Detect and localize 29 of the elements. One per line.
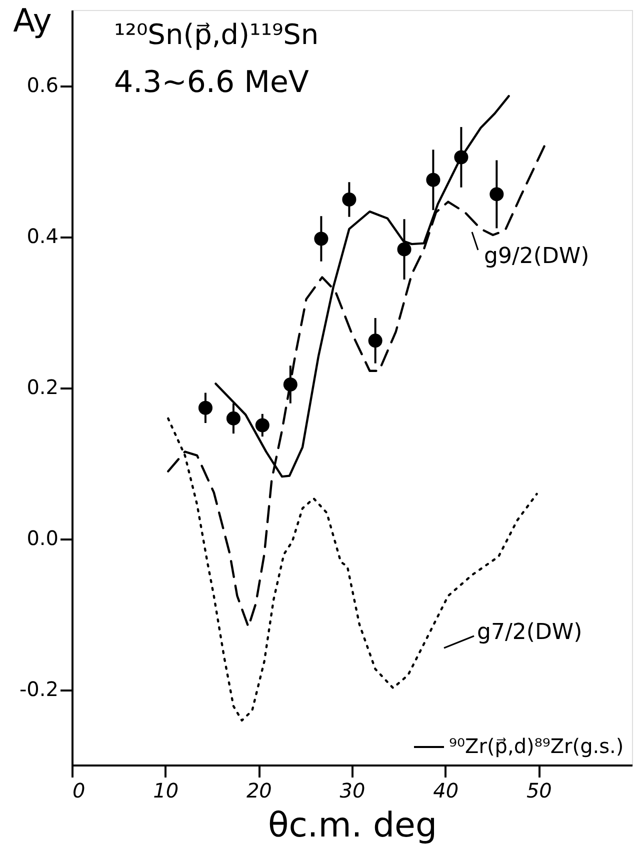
y-tick-label: -0.2: [19, 677, 58, 701]
point: [283, 377, 298, 392]
y-tick-label: 0.4: [26, 224, 58, 248]
point: [426, 172, 440, 187]
y-tick-label: 0.0: [26, 526, 58, 550]
point: [342, 192, 356, 207]
x-tick-label: 10: [153, 778, 179, 802]
point: [198, 400, 212, 415]
point: [454, 150, 468, 164]
text: 4.3~6.6 MeV: [114, 65, 310, 100]
x-tick-label: 50: [526, 778, 552, 802]
x-tick-label: 30: [340, 778, 366, 802]
chart-title: ¹²⁰Sn(p⃗,d)¹¹⁹Sn: [114, 18, 319, 51]
point: [314, 232, 328, 246]
annotation: g7/2(DW): [477, 620, 582, 645]
y-axis-title: Ay: [13, 2, 52, 40]
point: [368, 334, 382, 348]
annotation: g9/2(DW): [484, 244, 590, 269]
y-tick-label: 0.6: [26, 73, 58, 97]
legend-label: ⁹⁰Zr(p⃗,d)⁸⁹Zr(g.s.): [449, 734, 624, 758]
point: [255, 418, 270, 432]
x-tick-label: 0: [72, 778, 86, 802]
x-tick-label: 20: [246, 778, 272, 802]
x-axis-title: θc.m. deg: [268, 806, 438, 846]
x-tick-label: 40: [433, 778, 459, 802]
point: [397, 242, 412, 256]
point: [490, 187, 504, 202]
point: [226, 411, 240, 426]
y-tick-label: 0.2: [26, 375, 58, 399]
